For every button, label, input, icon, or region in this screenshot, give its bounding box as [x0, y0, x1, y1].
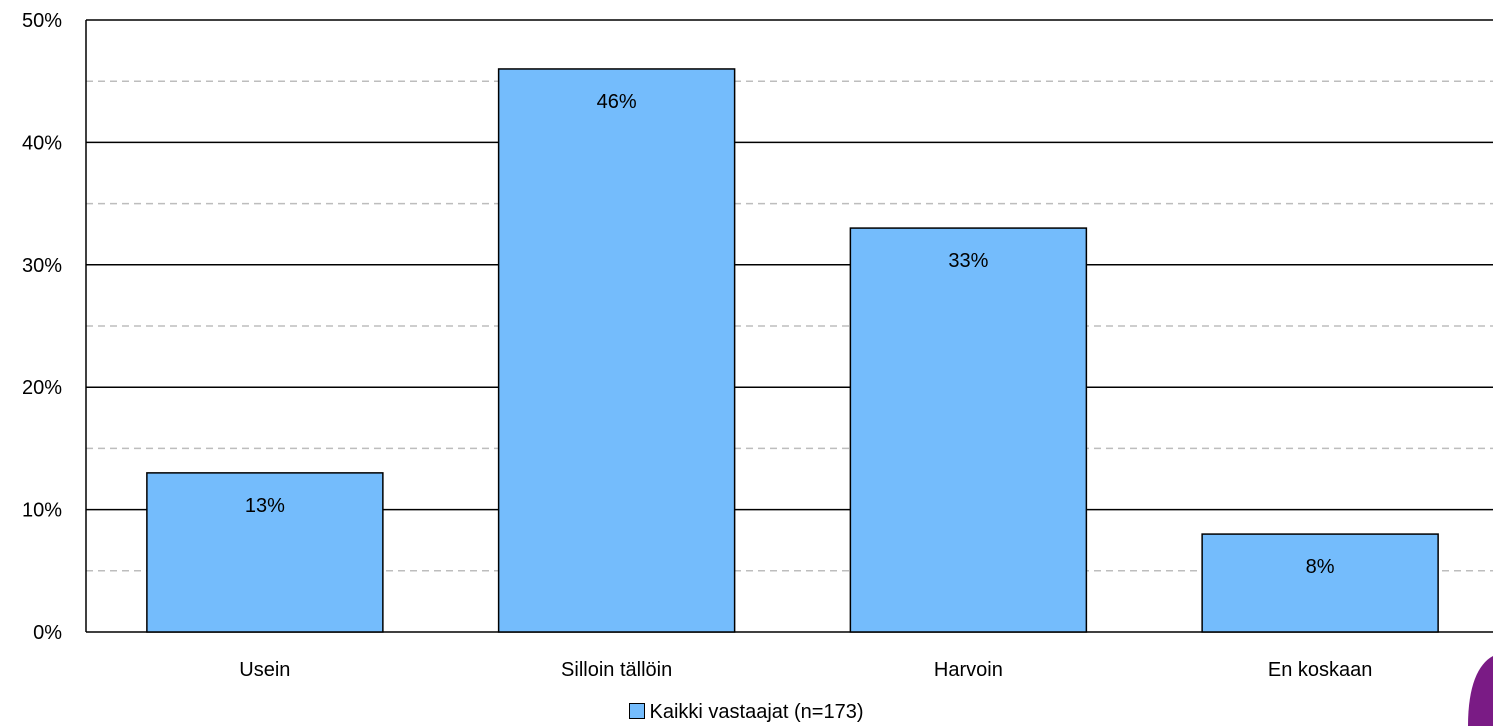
bar	[849, 227, 1088, 633]
y-tick-label: 40%	[22, 132, 62, 154]
x-tick-label: En koskaan	[1268, 659, 1373, 681]
bar	[146, 472, 384, 633]
data-label: 8%	[1306, 556, 1335, 578]
y-tick-label: 10%	[22, 500, 62, 522]
x-tick-label: Harvoin	[934, 659, 1003, 681]
y-tick-label: 20%	[22, 377, 62, 399]
gridlines	[86, 19, 1493, 572]
y-tick-label: 0%	[33, 622, 62, 644]
bars	[146, 68, 1439, 633]
y-axis: 0% 10% 20% 30% 40% 50%	[22, 10, 1493, 644]
legend-swatch	[629, 703, 646, 719]
logo	[1468, 656, 1493, 726]
legend: Kaikki vastaajat (n=173)	[0, 700, 1493, 724]
y-tick-label: 30%	[22, 255, 62, 277]
x-axis: Usein Silloin tällöin Harvoin En koskaan	[239, 659, 1372, 681]
bar	[1201, 533, 1439, 633]
logo-mark	[1468, 656, 1493, 726]
x-tick-label: Usein	[239, 659, 290, 681]
legend-label: Kaikki vastaajat (n=173)	[649, 701, 864, 723]
data-label: 33%	[948, 250, 988, 272]
data-labels: 13% 46% 33% 8%	[245, 91, 1335, 578]
data-label: 13%	[245, 495, 285, 517]
data-label: 46%	[597, 91, 637, 113]
y-tick-label: 50%	[22, 10, 62, 32]
x-tick-label: Silloin tällöin	[561, 659, 672, 681]
bar	[497, 68, 736, 633]
